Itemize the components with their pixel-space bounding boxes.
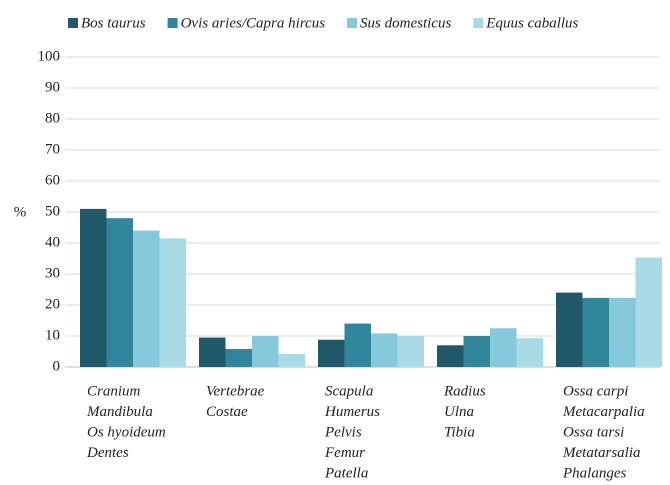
bar <box>278 353 305 367</box>
bar <box>582 297 609 367</box>
x-tick-label: Mandibula <box>86 404 153 420</box>
legend-swatch <box>473 18 484 28</box>
x-tick-label: Femur <box>324 445 365 461</box>
y-tick-label: 90 <box>45 79 60 95</box>
x-tick-label: Vertebrae <box>206 383 265 399</box>
bar <box>133 230 160 367</box>
x-tick-label: Dentes <box>86 445 129 461</box>
x-tick-label: Metatarsalia <box>562 445 641 461</box>
y-axis-label: % <box>14 204 27 220</box>
y-tick-label: 80 <box>45 110 60 126</box>
y-tick-label: 30 <box>45 265 60 281</box>
y-tick-label: 40 <box>45 234 60 250</box>
x-tick-label: Ulna <box>444 404 474 420</box>
bar <box>106 218 133 367</box>
x-tick-label: Cranium <box>87 383 141 399</box>
y-tick-label: 100 <box>38 48 61 64</box>
legend-label: Equus caballus <box>485 15 578 31</box>
bar <box>490 328 517 367</box>
x-tick-label: Scapula <box>325 383 373 399</box>
y-tick-label: 20 <box>45 296 60 312</box>
x-tick-label: Ossa carpi <box>563 383 628 399</box>
bar <box>556 292 583 367</box>
bar <box>159 238 186 367</box>
x-tick-label: Ossa tarsi <box>563 424 624 440</box>
bar <box>80 208 107 367</box>
bar <box>225 349 252 367</box>
y-tick-label: 10 <box>45 327 60 343</box>
legend-label: Bos taurus <box>81 15 146 31</box>
bar <box>516 338 543 367</box>
x-tick-label: Metacarpalia <box>562 404 645 420</box>
x-tick-label: Os hyoideum <box>87 424 166 440</box>
bar <box>199 337 226 367</box>
y-tick-label: 60 <box>45 172 60 188</box>
x-tick-label: Pelvis <box>324 424 362 440</box>
bar <box>609 297 636 367</box>
legend-swatch <box>347 18 358 28</box>
x-tick-label: Phalanges <box>562 465 626 481</box>
y-tick-label: 0 <box>53 358 61 374</box>
x-tick-label: Patella <box>324 465 368 481</box>
bar <box>344 323 371 367</box>
bar <box>252 336 279 367</box>
bar <box>397 336 424 367</box>
y-tick-label: 70 <box>45 141 60 157</box>
legend-swatch <box>68 18 78 28</box>
x-tick-label: Radius <box>443 383 486 399</box>
bar <box>635 257 662 367</box>
bar <box>371 333 398 367</box>
y-tick-label: 50 <box>45 203 60 219</box>
legend-swatch <box>167 18 178 28</box>
bar <box>463 336 490 367</box>
bar <box>437 345 464 367</box>
bar <box>318 339 345 367</box>
x-tick-label: Humerus <box>324 404 380 420</box>
x-tick-label: Tibia <box>444 424 475 440</box>
legend-label: Sus domesticus <box>360 15 451 31</box>
x-tick-label: Costae <box>206 404 248 420</box>
legend-label: Ovis aries/Capra hircus <box>181 15 326 31</box>
